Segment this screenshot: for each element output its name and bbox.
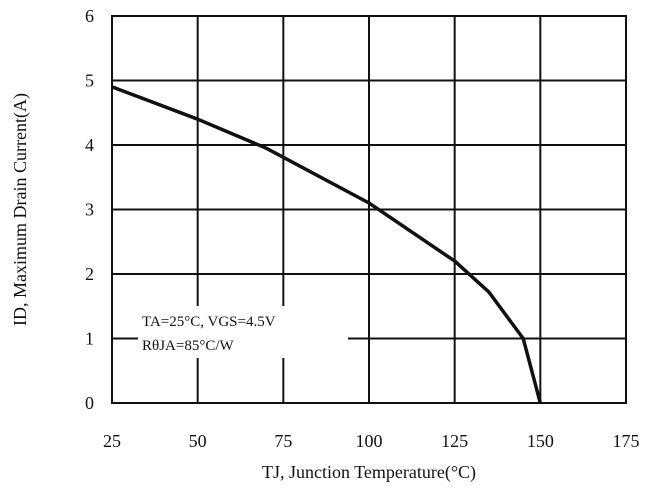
annotation-background [138,306,348,358]
y-tick-label: 4 [85,135,94,155]
x-tick-label: 125 [441,431,468,451]
y-axis-title: ID, Maximum Drain Current(A) [10,93,31,326]
x-tick-label: 75 [274,431,292,451]
plot-frame [111,15,627,404]
series-line [111,85,542,404]
x-tick-label: 175 [613,431,640,451]
y-tick-label: 5 [85,71,94,91]
y-tick-label: 6 [85,6,94,26]
annotation-line-1: TA=25°C, VGS=4.5V [142,314,276,330]
x-tick-label: 50 [189,431,207,451]
annotation-line-2: RθJA=85°C/W [142,338,234,354]
y-tick-label: 1 [85,329,94,349]
y-tick-label: 3 [85,200,94,220]
y-tick-label: 2 [85,264,94,284]
x-tick-label: 150 [527,431,554,451]
x-tick-label: 25 [103,431,121,451]
tick-labels: 25 50 75 100 125 150 175 0 1 2 3 4 5 6 [85,6,640,451]
y-tick-label: 0 [85,393,94,413]
x-tick-label: 100 [356,431,383,451]
x-axis-title: TJ, Junction Temperature(°C) [262,462,476,483]
